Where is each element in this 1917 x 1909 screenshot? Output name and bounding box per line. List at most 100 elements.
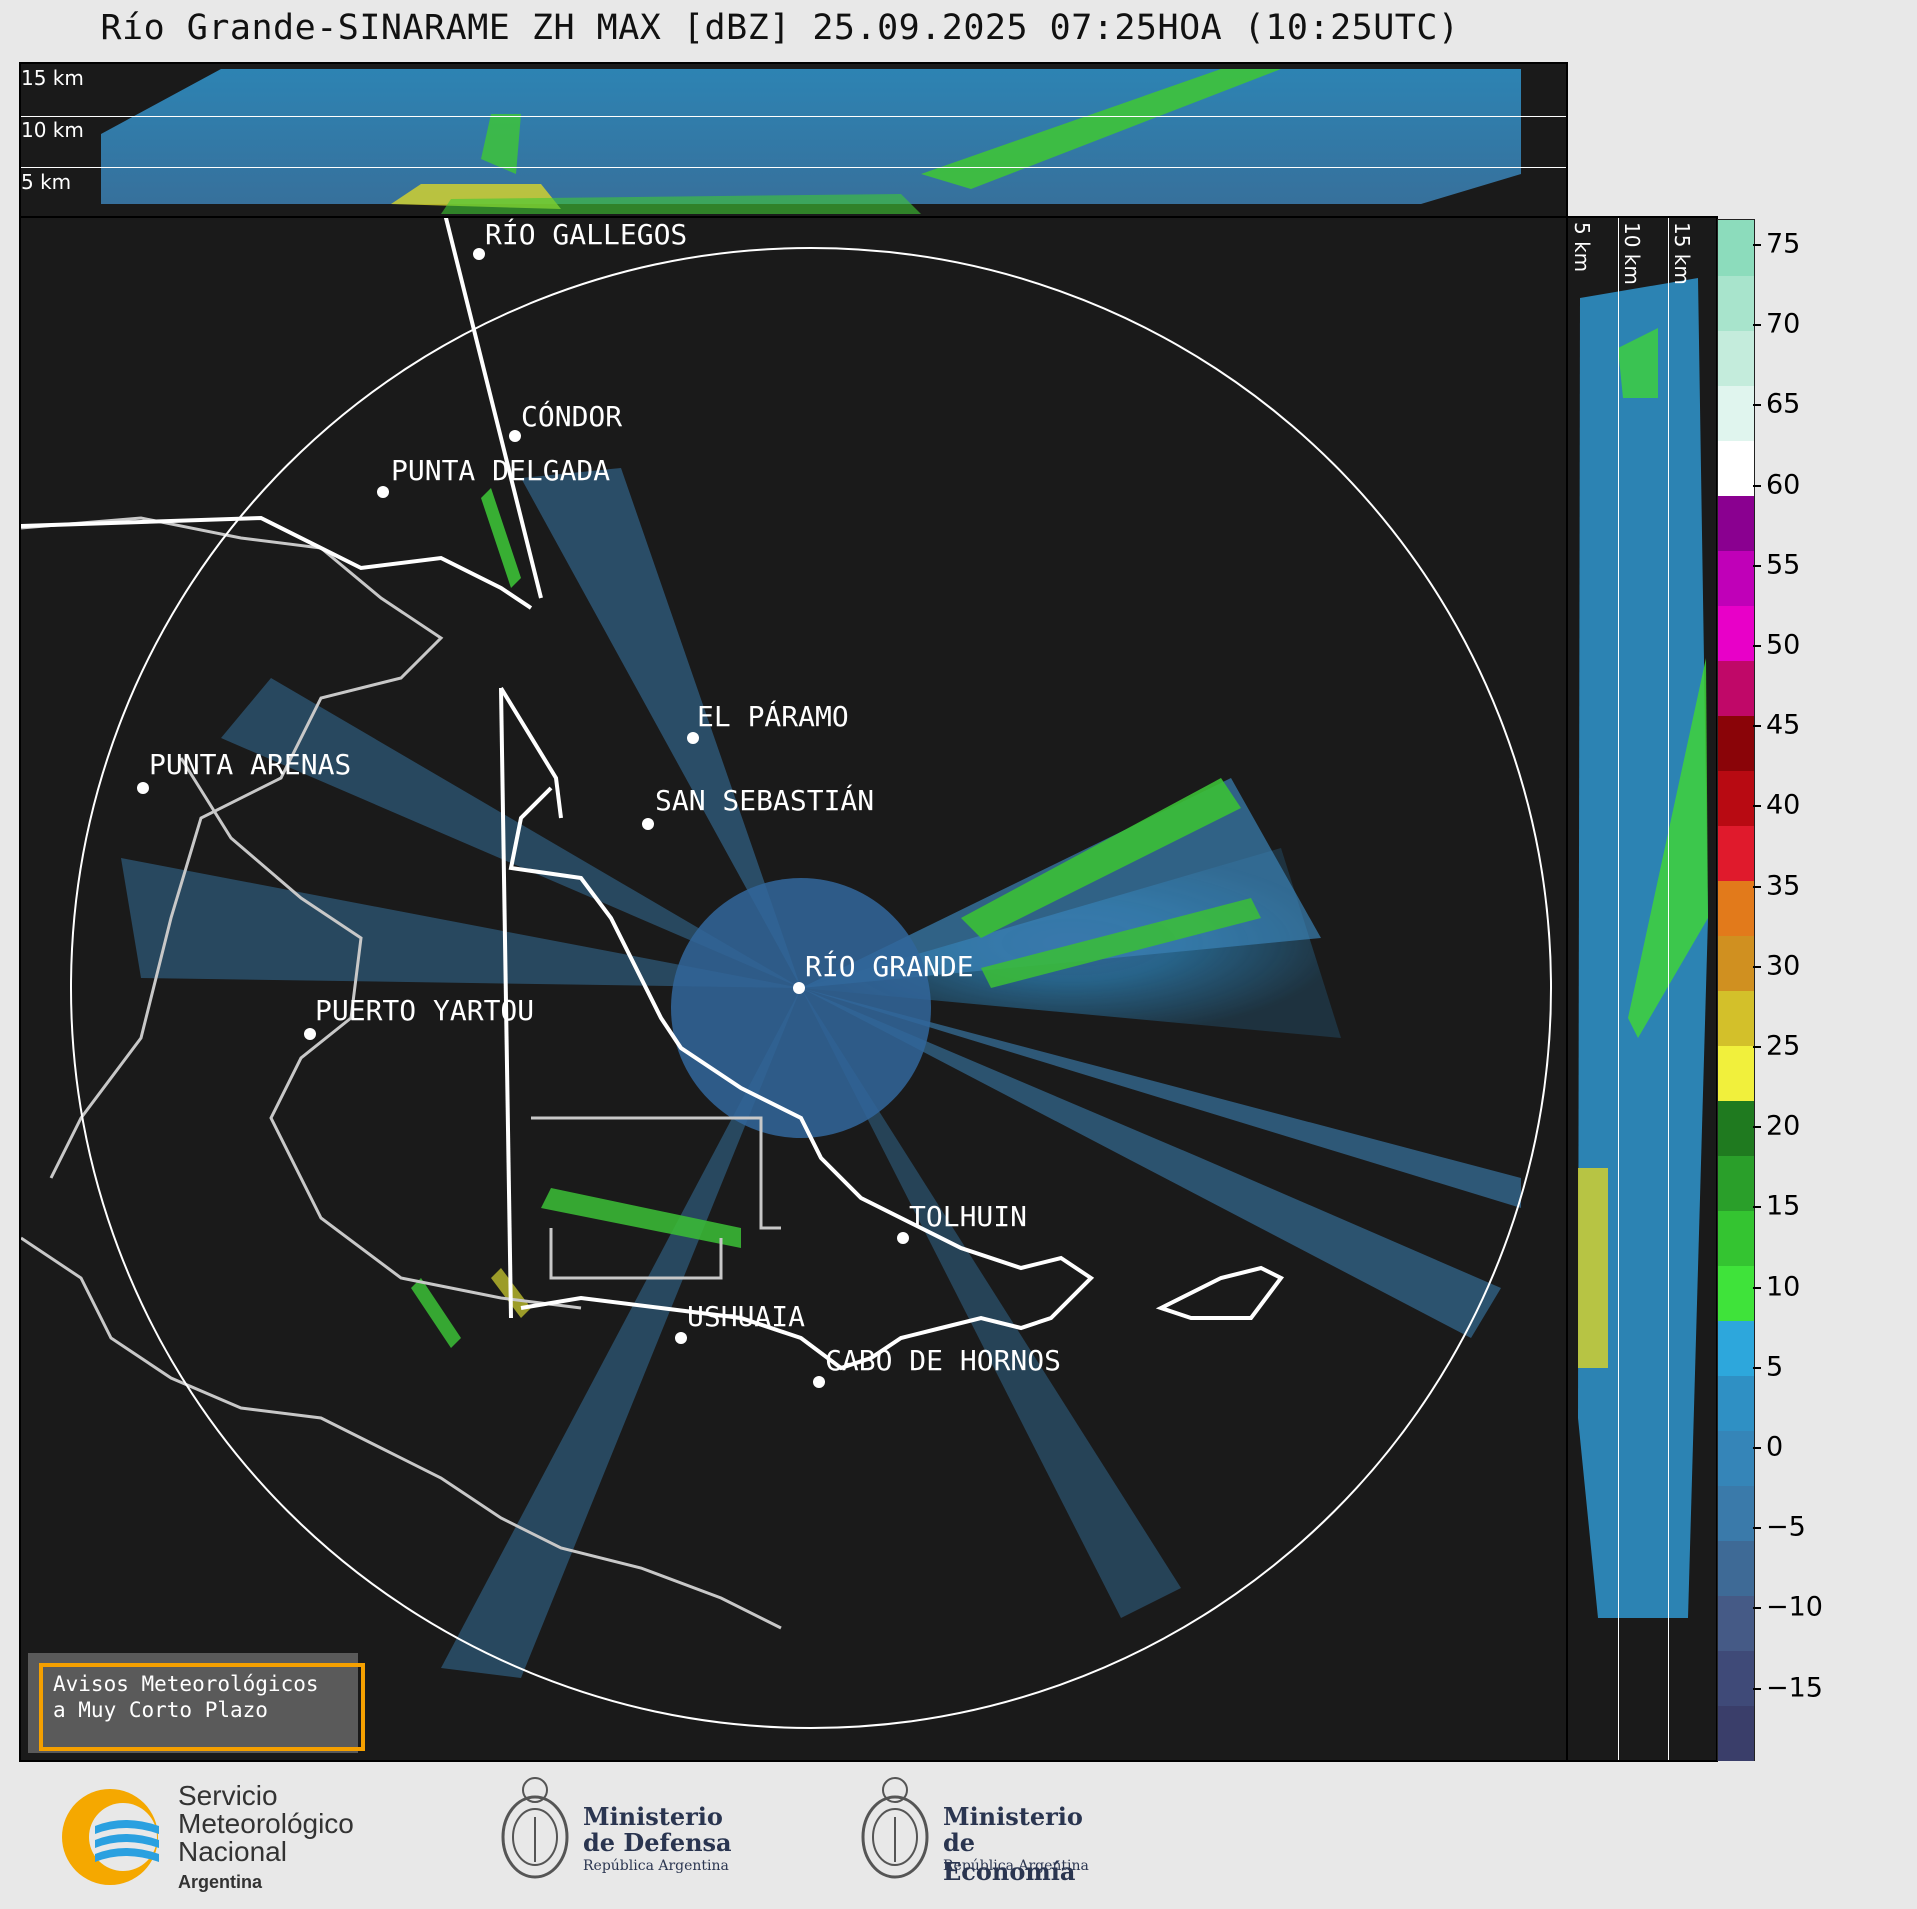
colorbar-tick <box>1753 1126 1761 1129</box>
colorbar-tick <box>1753 324 1761 327</box>
colorbar-segment <box>1718 385 1754 441</box>
defensa-line-3: República Argentina <box>583 1858 729 1874</box>
city-dot-puerto-yartou <box>304 1028 316 1040</box>
notice-border: Avisos Meteorológicos a Muy Corto Plazo <box>39 1663 365 1751</box>
colorbar-segment <box>1718 1265 1754 1321</box>
economia-line-3: República Argentina <box>943 1858 1089 1874</box>
range-ring <box>70 247 1552 1729</box>
city-label-rio-gallegos: RÍO GALLEGOS <box>485 218 688 251</box>
colorbar-tick-label: 70 <box>1766 308 1801 340</box>
side-altitude-label-10km: 10 km <box>1620 222 1644 285</box>
colorbar-tick <box>1753 484 1761 487</box>
side-cross-section-echo <box>1578 278 1708 1618</box>
economia-line-2: de Economía <box>943 1828 1076 1886</box>
colorbar-tick <box>1753 725 1761 728</box>
colorbar-segment <box>1718 1155 1754 1211</box>
colorbar-segment <box>1718 880 1754 936</box>
economia-line-1: Ministerio <box>943 1802 1083 1831</box>
colorbar-segment <box>1718 1320 1754 1376</box>
colorbar-segment <box>1718 1650 1754 1706</box>
city-dot-rio-grande <box>793 982 805 994</box>
colorbar-segment <box>1718 1705 1754 1761</box>
colorbar-segment <box>1718 1540 1754 1596</box>
colorbar-segment <box>1718 440 1754 496</box>
colorbar-tick <box>1753 645 1761 647</box>
city-dot-san-sebastian <box>642 818 654 830</box>
city-label-condor: CÓNDOR <box>521 400 623 433</box>
colorbar-tick-label: −5 <box>1766 1511 1806 1543</box>
city-label-cabo-de-hornos: CABO DE HORNOS <box>825 1344 1062 1377</box>
radar-map-canvas <box>21 218 1552 1729</box>
side-altitude-label-5km: 5 km <box>1570 222 1594 273</box>
smn-logo-icon <box>62 1789 159 1885</box>
colorbar-segment <box>1718 1210 1754 1266</box>
colorbar-segment <box>1718 1045 1754 1101</box>
city-label-rio-grande: RÍO GRANDE <box>805 950 974 983</box>
smn-logo: Servicio Meteorológico Nacional Argentin… <box>55 1782 395 1892</box>
colorbar-tick-label: −15 <box>1766 1672 1823 1704</box>
colorbar-tick <box>1753 404 1761 407</box>
chart-title: Río Grande-SINARAME ZH MAX [dBZ] 25.09.2… <box>100 8 1460 48</box>
colorbar-tick <box>1753 1527 1761 1530</box>
notice-box: Avisos Meteorológicos a Muy Corto Plazo <box>28 1653 365 1753</box>
city-label-ushuaia: USHUAIA <box>687 1300 806 1333</box>
radar-echo-layer <box>121 468 1521 1678</box>
colorbar-segment <box>1718 220 1754 276</box>
colorbar-tick-label: 10 <box>1766 1271 1801 1303</box>
altitude-label-10km: 10 km <box>21 118 84 142</box>
colorbar-segment <box>1718 330 1754 386</box>
smn-line-3: Nacional <box>178 1836 287 1867</box>
smn-line-2: Meteorológico <box>178 1808 354 1839</box>
coat-of-arms-icon <box>861 1777 929 1879</box>
colorbar-tick <box>1753 1206 1761 1209</box>
colorbar-segment <box>1718 550 1754 606</box>
economia-logo: Ministerio de Economía República Argenti… <box>855 1772 1115 1902</box>
city-label-puerto-yartou: PUERTO YARTOU <box>315 994 535 1027</box>
city-dot-cabo-de-hornos <box>813 1376 825 1388</box>
city-dot-el-paramo <box>687 732 699 744</box>
colorbar-tick-label: 5 <box>1766 1351 1784 1383</box>
colorbar-tick-label: 50 <box>1766 629 1801 661</box>
colorbar-tick <box>1753 244 1761 246</box>
defensa-logo: Ministerio de Defensa República Argentin… <box>495 1772 755 1902</box>
colorbar-segment <box>1718 935 1754 991</box>
colorbar-tick <box>1753 1286 1761 1289</box>
coastline-layer <box>21 516 782 1630</box>
colorbar-tick <box>1753 885 1761 888</box>
city-dot-condor <box>509 430 521 442</box>
altitude-label-5km: 5 km <box>21 170 72 194</box>
colorbar-segment <box>1718 715 1754 771</box>
city-label-tolhuin: TOLHUIN <box>909 1200 1028 1233</box>
city-dot-punta-delgada <box>377 486 389 498</box>
colorbar-segment <box>1718 660 1754 716</box>
city-label-punta-arenas: PUNTA ARENAS <box>149 748 352 781</box>
colorbar-tick-label: 55 <box>1766 549 1801 581</box>
colorbar-segment <box>1718 1485 1754 1541</box>
coat-of-arms-icon <box>501 1777 569 1879</box>
altitude-label-15km: 15 km <box>21 66 84 90</box>
city-dot-ushuaia <box>675 1332 687 1344</box>
border-layer <box>21 218 1285 1371</box>
colorbar-tick-label: 65 <box>1766 388 1801 420</box>
colorbar-segment <box>1718 1100 1754 1156</box>
colorbar-tick-label: 20 <box>1766 1110 1801 1142</box>
top-cross-section-panel: 15 km 10 km 5 km <box>19 62 1568 218</box>
colorbar-tick <box>1753 1687 1761 1690</box>
side-altitude-label-15km: 15 km <box>1670 222 1694 285</box>
colorbar-tick-label: 25 <box>1766 1030 1801 1062</box>
colorbar-tick <box>1753 1447 1761 1449</box>
colorbar-tick <box>1753 1607 1761 1610</box>
colorbar-tick-label: 60 <box>1766 469 1801 501</box>
colorbar-tick-label: 40 <box>1766 789 1801 821</box>
colorbar-tick-label: 75 <box>1766 228 1801 260</box>
colorbar-tick-label: 30 <box>1766 950 1801 982</box>
colorbar-segment <box>1718 275 1754 331</box>
colorbar-segment <box>1718 495 1754 551</box>
colorbar-segment <box>1718 825 1754 881</box>
colorbar-tick-label: 45 <box>1766 709 1801 741</box>
notice-line-2: a Muy Corto Plazo <box>53 1698 268 1722</box>
dbz-colorbar <box>1717 219 1755 1761</box>
colorbar-tick <box>1753 805 1761 808</box>
colorbar-tick-label: 15 <box>1766 1190 1801 1222</box>
top-cross-section-echo <box>101 69 1521 214</box>
